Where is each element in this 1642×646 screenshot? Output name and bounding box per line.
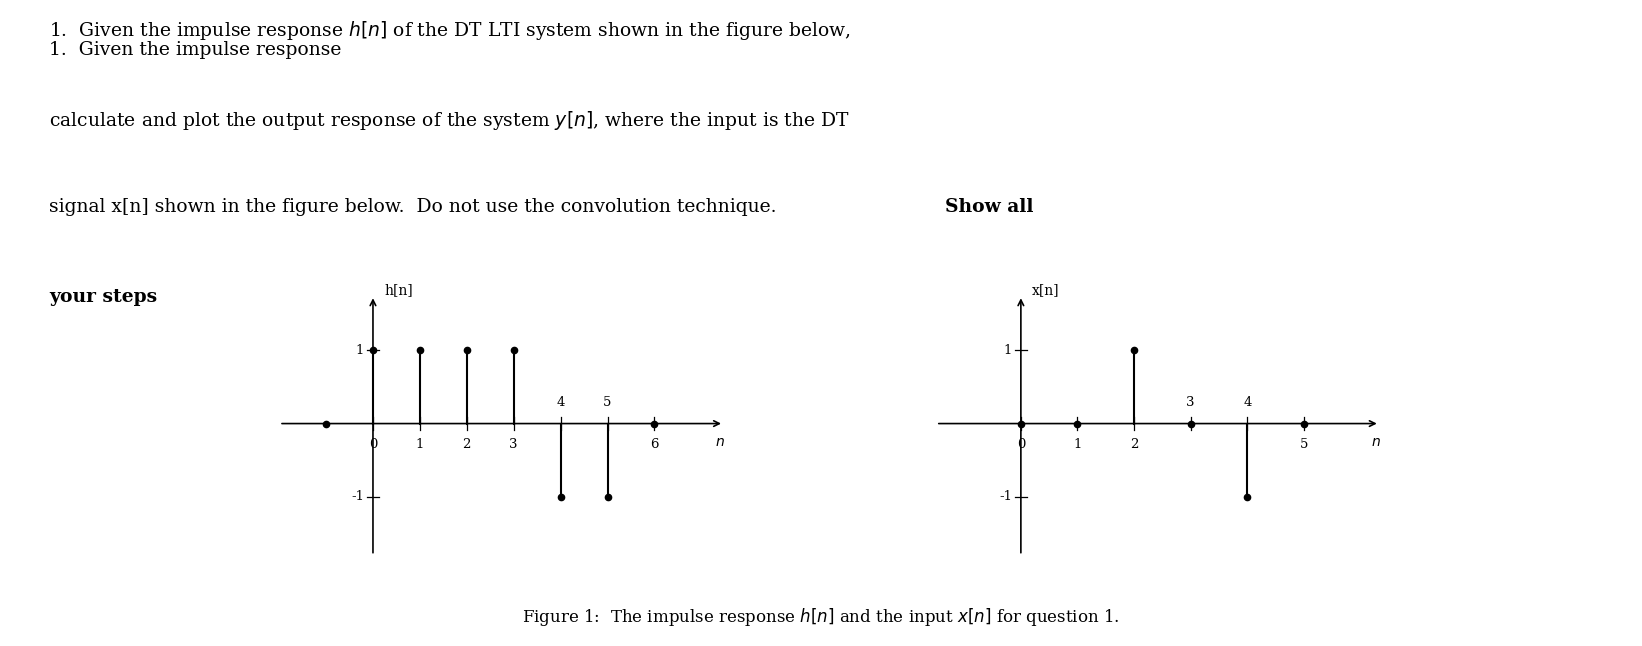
Text: Show all: Show all xyxy=(946,198,1034,216)
Text: 3: 3 xyxy=(509,439,517,452)
Text: Figure 1:  The impulse response $h[n]$ and the input $x[n]$ for question 1.: Figure 1: The impulse response $h[n]$ an… xyxy=(522,606,1120,628)
Text: signal x[n] shown in the figure below.  Do not use the convolution technique.: signal x[n] shown in the figure below. D… xyxy=(49,198,788,216)
Text: 0: 0 xyxy=(1016,439,1025,452)
Text: h[n]: h[n] xyxy=(384,284,414,297)
Text: $n$: $n$ xyxy=(1371,435,1381,448)
Text: -1: -1 xyxy=(351,490,365,503)
Text: 2: 2 xyxy=(1130,439,1138,452)
Text: 1: 1 xyxy=(1074,439,1082,452)
Text: 1: 1 xyxy=(1003,344,1011,357)
Text: 1: 1 xyxy=(415,439,424,452)
Text: 1: 1 xyxy=(356,344,365,357)
Text: 5: 5 xyxy=(603,395,612,409)
Text: 1.  Given the impulse response $h[n]$ of the DT LTI system shown in the figure b: 1. Given the impulse response $h[n]$ of … xyxy=(49,19,851,43)
Text: -1: -1 xyxy=(998,490,1011,503)
Text: your steps: your steps xyxy=(49,288,158,306)
Text: 4: 4 xyxy=(557,395,565,409)
Text: 2: 2 xyxy=(463,439,471,452)
Text: 1.  Given the impulse response: 1. Given the impulse response xyxy=(49,41,348,59)
Text: 4: 4 xyxy=(1243,395,1251,409)
Text: 3: 3 xyxy=(1187,395,1195,409)
Text: $n$: $n$ xyxy=(714,435,724,448)
Text: calculate and plot the output response of the system $y[n]$, where the input is : calculate and plot the output response o… xyxy=(49,109,851,132)
Text: 0: 0 xyxy=(369,439,378,452)
Text: 5: 5 xyxy=(1300,439,1309,452)
Text: x[n]: x[n] xyxy=(1033,284,1059,297)
Text: 6: 6 xyxy=(650,439,658,452)
